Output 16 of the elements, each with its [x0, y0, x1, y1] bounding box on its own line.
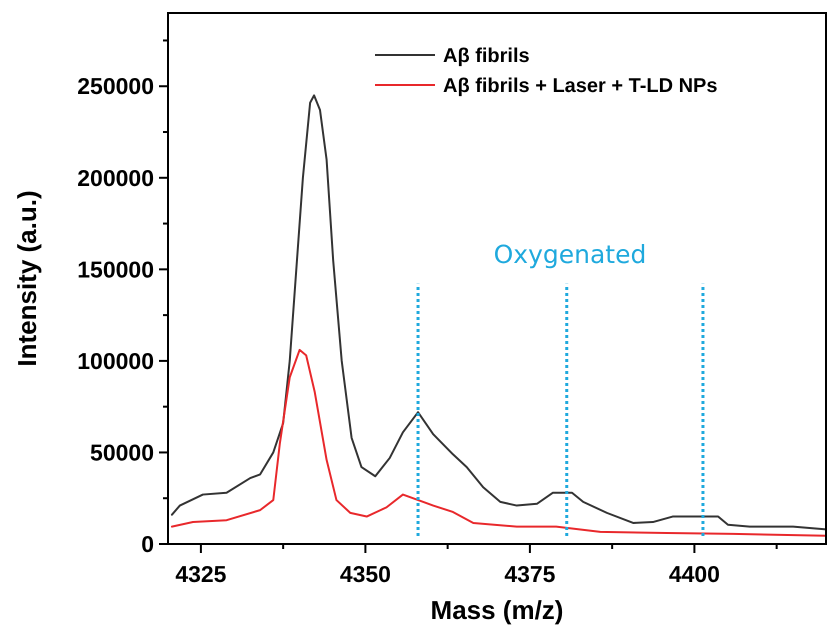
x-axis-title: Mass (m/z): [430, 595, 564, 625]
x-tick-label: 4350: [340, 561, 391, 587]
y-tick-label: 0: [141, 531, 154, 557]
y-tick-label: 150000: [77, 256, 154, 282]
y-tick-label: 100000: [77, 348, 154, 374]
line-series: [170, 348, 827, 537]
x-tick-label: 4400: [668, 561, 720, 587]
y-tick-label: 200000: [77, 164, 154, 191]
x-tick-label: 4375: [504, 561, 556, 587]
legend-label: Aβ fibrils: [443, 45, 530, 67]
legend-label: Aβ fibrils + Laser + T-LD NPs: [443, 75, 718, 97]
y-tick-label: 50000: [90, 439, 154, 466]
y-axis-title: Intensity (a.u.): [12, 190, 42, 367]
y-tick-label: 250000: [77, 73, 154, 100]
annotation: Oxygenated: [494, 240, 646, 269]
x-tick-label: 4325: [175, 561, 227, 587]
